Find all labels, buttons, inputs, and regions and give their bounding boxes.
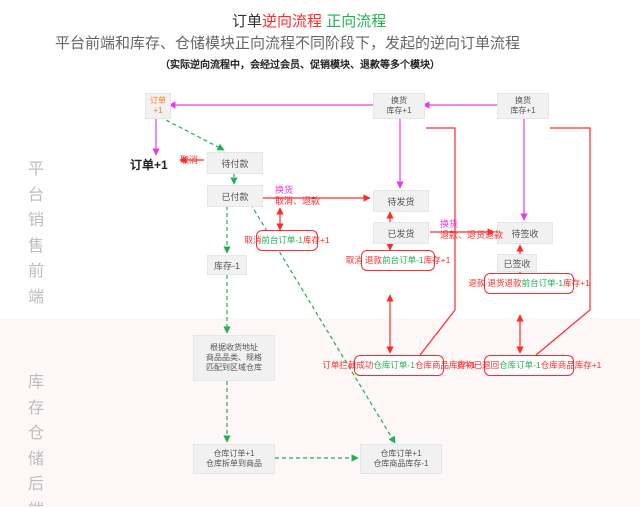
label-quxiaotk: 取消、退款 <box>275 194 320 207</box>
node-wh1: 仓库订单+1 仓库拆单到商品 <box>193 444 275 474</box>
node-pendrecv: 待签收 <box>497 222 553 244</box>
node-dd1: 订单 +1 <box>145 93 171 119</box>
sidebar-1: 库 存 仓 储 后 端 <box>28 370 45 507</box>
box-b5: 货物已退回 仓库订单-1 仓库商品库存+1 <box>484 355 574 376</box>
node-paid: 已付款 <box>207 185 263 207</box>
node-wh2: 仓库订单+1 仓库商品库存-1 <box>360 444 442 474</box>
label-ddplus1: 订单+1 <box>130 156 168 173</box>
node-received: 已签收 <box>497 254 537 272</box>
node-pendship: 待发货 <box>373 190 429 212</box>
node-stockm1: 库存-1 <box>207 255 247 275</box>
box-b3: 退款 退货退款 前台订单-1 库存+1 <box>484 273 574 294</box>
box-b4: 订单拦截成功 仓库订单-1 仓库商品库存+1 <box>354 355 444 376</box>
label-tkthtk: 退款、退货退款 <box>440 228 503 241</box>
label-cancel: 取消 <box>180 153 198 166</box>
title-line3: （实际逆向流程中，会经过会员、促销模块、退款等多个模块） <box>160 56 440 71</box>
title-line1: 订单逆向流程 正向流程 <box>232 10 386 31</box>
title-line2: 平台前端和库存、仓储模块正向流程不同阶段下，发起的逆向订单流程 <box>55 32 520 53</box>
node-pendpay: 待付款 <box>207 152 263 174</box>
node-exchange2: 换货 库存+1 <box>497 93 549 119</box>
box-b2: 取消 退款 前台订单-1 库存+1 <box>361 250 435 271</box>
node-route: 根据收货地址 商品品类、规格 匹配到区域仓库 <box>193 335 275 381</box>
node-shipped: 已发货 <box>373 222 429 244</box>
node-exchange1: 换货 库存+1 <box>373 93 425 119</box>
sidebar-0: 平 台 销 售 前 端 <box>28 157 45 311</box>
box-b1: 取消 前台订单-1 库存+1 <box>256 230 318 251</box>
